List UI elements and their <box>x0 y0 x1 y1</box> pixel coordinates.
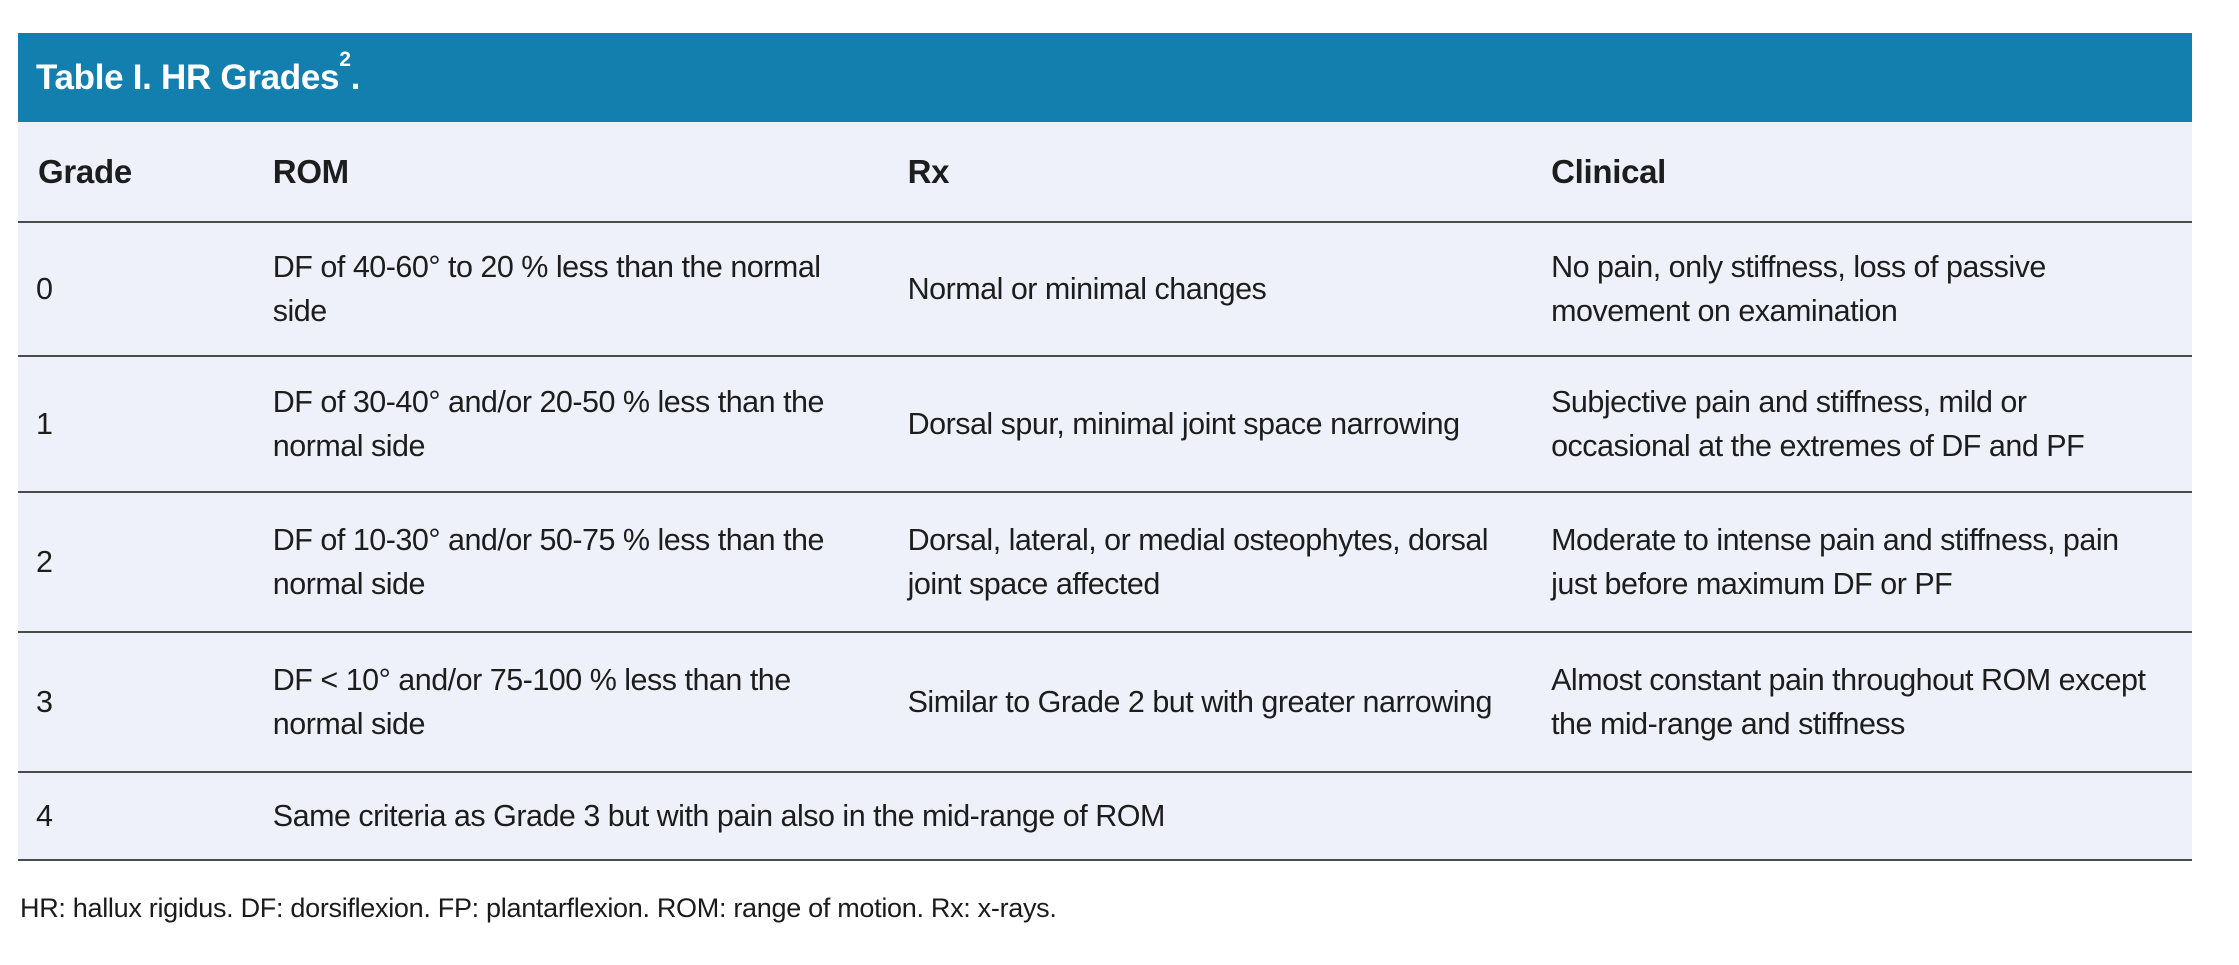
table-title-text: Table I. HR Grades <box>36 57 340 97</box>
rx-value: Dorsal, lateral, or medial osteophytes, … <box>887 492 1532 633</box>
grade-value: 4 <box>18 772 253 861</box>
grade-value: 3 <box>18 632 253 773</box>
column-header-clinical: Clinical <box>1531 122 2192 223</box>
rom-value: DF of 40-60° to 20 % less than the norma… <box>252 222 888 357</box>
rx-value: Dorsal spur, minimal joint space narrowi… <box>887 356 1532 493</box>
table-row: 2 DF of 10-30° and/or 50-75 % less than … <box>18 492 2192 633</box>
table-row: 0 DF of 40-60° to 20 % less than the nor… <box>18 222 2192 357</box>
table-title-bar: Table I. HR Grades2. <box>18 33 2192 122</box>
rom-value: DF < 10° and/or 75-100 % less than the n… <box>252 632 888 773</box>
rom-value: DF of 10-30° and/or 50-75 % less than th… <box>252 492 888 633</box>
clinical-value: Subjective pain and stiffness, mild or o… <box>1531 356 2192 493</box>
rx-value: Similar to Grade 2 but with greater narr… <box>887 632 1532 773</box>
hr-grades-table: Grade ROM Rx Clinical 0 DF of 40-60° to … <box>18 122 2192 861</box>
table-title-citation-superscript: 2 <box>339 48 351 72</box>
table-row-spanning: 4 Same criteria as Grade 3 but with pain… <box>18 772 2192 861</box>
column-header-rom: ROM <box>252 122 888 223</box>
column-header-grade: Grade <box>18 122 253 223</box>
table-row: 3 DF < 10° and/or 75-100 % less than the… <box>18 632 2192 773</box>
grade-value: 0 <box>18 222 253 357</box>
clinical-value: Almost constant pain throughout ROM exce… <box>1531 632 2192 773</box>
table-title: Table I. HR Grades2. <box>36 49 361 98</box>
table-header-row: Grade ROM Rx Clinical <box>18 122 2192 223</box>
grade-value: 1 <box>18 356 253 493</box>
column-header-rx: Rx <box>887 122 1532 223</box>
table-footnote: HR: hallux rigidus. DF: dorsiflexion. FP… <box>20 893 1057 923</box>
table-title-period: . <box>350 57 361 97</box>
rx-value: Normal or minimal changes <box>887 222 1532 357</box>
clinical-value: No pain, only stiffness, loss of passive… <box>1531 222 2192 357</box>
grade-value: 2 <box>18 492 253 633</box>
table-row: 1 DF of 30-40° and/or 20-50 % less than … <box>18 356 2192 493</box>
spanning-row-text: Same criteria as Grade 3 but with pain a… <box>252 772 2192 861</box>
rom-value: DF of 30-40° and/or 20-50 % less than th… <box>252 356 888 493</box>
table-container: Table I. HR Grades2. Grade ROM Rx Clinic… <box>18 33 2192 924</box>
clinical-value: Moderate to intense pain and stiffness, … <box>1531 492 2192 633</box>
